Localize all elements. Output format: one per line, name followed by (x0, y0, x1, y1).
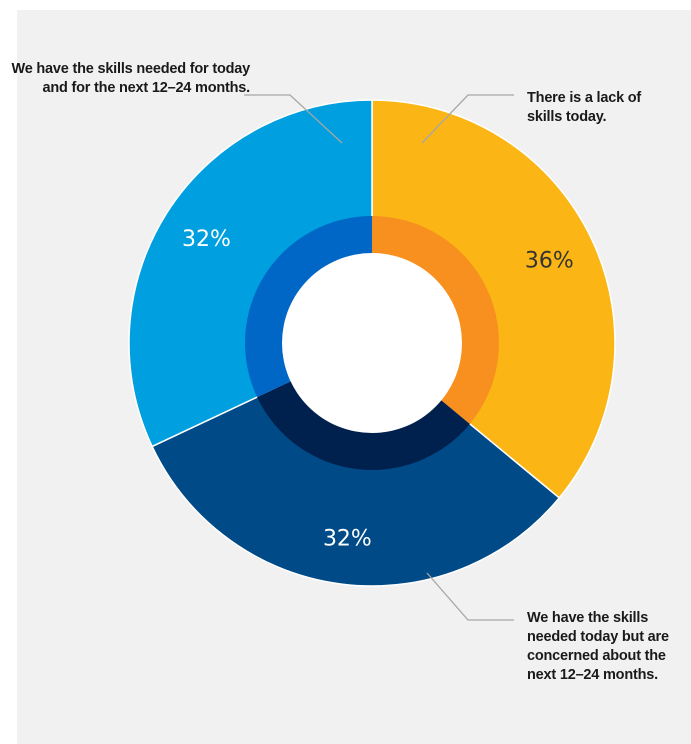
donut-slice-1 (371, 99, 616, 499)
callout-skills-now-and-future: We have the skills needed for today and … (11, 61, 250, 96)
leader-lines (244, 94, 514, 621)
callout-concerned-future: We have the skills needed today but are … (527, 610, 669, 683)
value-labels: 36% 32% 32% (182, 227, 574, 552)
leader-line-left (244, 94, 343, 144)
leader-line-right-bottom (426, 572, 514, 621)
leader-line-right-top (421, 94, 514, 144)
callout-lack-of-skills: There is a lack of skills today. (527, 90, 642, 125)
value-label-1: 36% (525, 249, 574, 274)
donut-center-hole (282, 253, 462, 433)
value-label-2: 32% (323, 527, 372, 552)
value-label-3: 32% (182, 227, 231, 252)
